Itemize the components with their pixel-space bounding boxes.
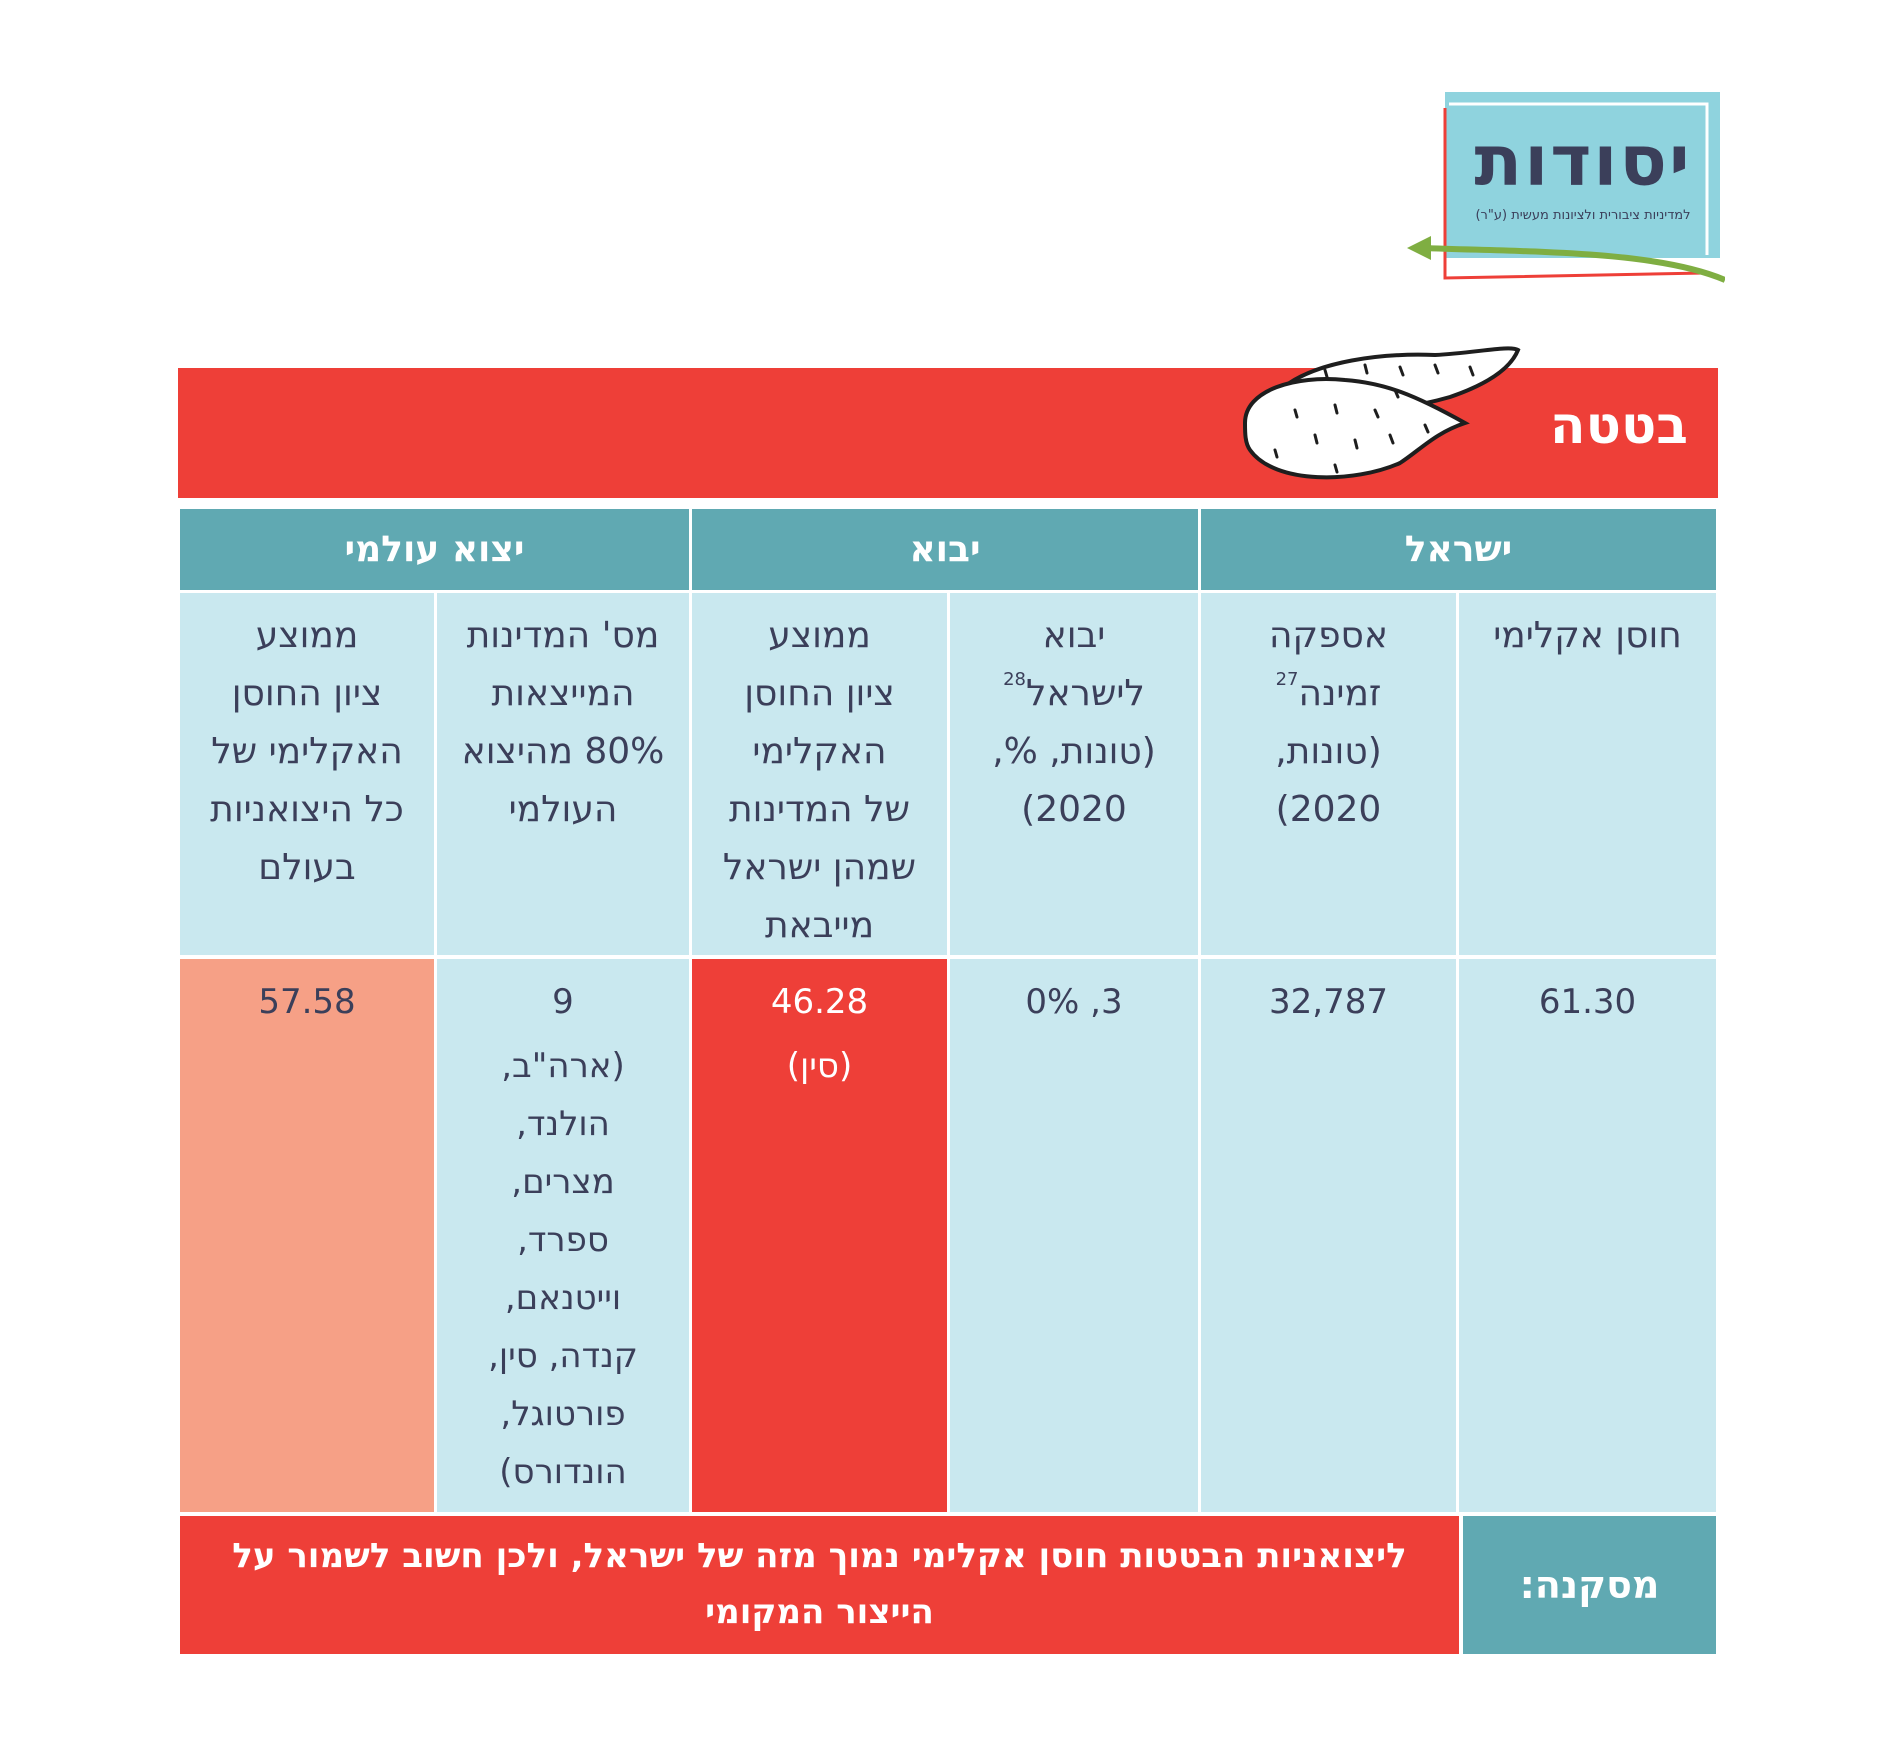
group-header-israel: ישראל	[1201, 509, 1716, 590]
col-header-supply: אספקה זמינה27 (טונות, 2020)	[1201, 593, 1456, 955]
page-title: בטטה	[1549, 396, 1688, 456]
col-header-global-avg: ממוצע ציון החוסן האקלימי של כל היצואניות…	[180, 593, 434, 955]
col-header-imports: יבוא לישראל28 (טונות, %, 2020)	[950, 593, 1198, 955]
col-header-exporters: מס' המדינות המייצאות 80% מהיצוא העולמי	[437, 593, 689, 955]
value-resilience: 61.30	[1459, 959, 1716, 1512]
logo-subtitle: למדיניות ציבורית ולציונות מעשית (ע"ר)	[1475, 208, 1691, 223]
col-header-resilience: חוסן אקלימי	[1459, 593, 1716, 955]
col-header-import-avg: ממוצע ציון החוסן האקלימי של המדינות שמהן…	[692, 593, 947, 955]
value-supply: 32,787	[1201, 959, 1456, 1512]
value-imports: 3, 0%	[950, 959, 1198, 1512]
logo-title: יסודות	[1474, 120, 1692, 202]
group-header-import: יבוא	[692, 509, 1198, 590]
footnote-28[interactable]: 28	[1003, 669, 1027, 690]
sweet-potato-icon	[1242, 346, 1521, 480]
value-exporters: 9 (ארה"ב, הולנד, מצרים, ספרד, וייטנאם, ק…	[437, 959, 689, 1512]
footnote-27[interactable]: 27	[1275, 669, 1299, 690]
conclusion-text: ליצואניות הבטטות חוסן אקלימי נמוך מזה של…	[180, 1516, 1459, 1654]
value-global-avg: 57.58	[180, 959, 434, 1512]
conclusion-label: מסקנה:	[1463, 1516, 1716, 1654]
logo-graphic	[1407, 92, 1725, 283]
logo: יסודות למדיניות ציבורית ולציונות מעשית (…	[1405, 90, 1725, 295]
value-import-avg: 46.28 (סין)	[692, 959, 947, 1512]
group-header-global-export: יצוא עולמי	[180, 509, 689, 590]
